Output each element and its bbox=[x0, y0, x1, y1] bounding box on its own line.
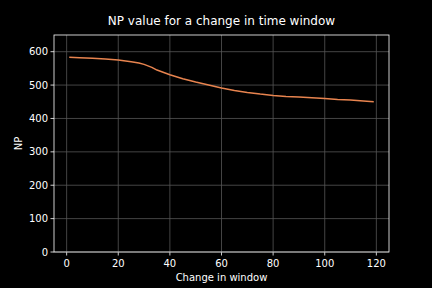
tick-label: 0 bbox=[63, 258, 69, 269]
tick-label: 0 bbox=[42, 247, 48, 258]
grid-line bbox=[54, 118, 389, 119]
grid-line bbox=[54, 85, 389, 86]
tick-label: 500 bbox=[29, 80, 48, 91]
tick bbox=[324, 252, 325, 256]
tick-label: 120 bbox=[367, 258, 386, 269]
grid-line bbox=[54, 185, 389, 186]
tick bbox=[51, 252, 55, 253]
grid-line bbox=[221, 35, 222, 252]
tick-label: 100 bbox=[29, 213, 48, 224]
grid-line bbox=[54, 151, 389, 152]
grid-line bbox=[118, 35, 119, 252]
frame bbox=[54, 35, 389, 252]
title: NP value for a change in time window bbox=[108, 14, 335, 28]
tick-label: 300 bbox=[29, 146, 48, 157]
tick-label: 200 bbox=[29, 180, 48, 191]
tick-label: 20 bbox=[112, 258, 125, 269]
tick-label: 100 bbox=[315, 258, 334, 269]
tick-label: 80 bbox=[267, 258, 280, 269]
plot-area bbox=[69, 57, 374, 101]
tick bbox=[51, 185, 55, 186]
tick bbox=[376, 252, 377, 256]
tick bbox=[51, 51, 55, 52]
tick-label: 400 bbox=[29, 113, 48, 124]
x-label: Change in window bbox=[176, 272, 268, 283]
tick-label: 60 bbox=[215, 258, 228, 269]
grid-line bbox=[54, 51, 389, 52]
y-label: NP bbox=[13, 137, 24, 151]
grid-line bbox=[376, 35, 377, 252]
tick bbox=[169, 252, 170, 256]
tick bbox=[221, 252, 222, 256]
chart: 0 20 40 60 80 100 120 0 100 200 300 400 500 600 NP val… bbox=[0, 0, 432, 288]
grid-line bbox=[324, 35, 325, 252]
tick bbox=[273, 252, 274, 256]
grid-line bbox=[54, 218, 389, 219]
tick bbox=[51, 218, 55, 219]
grid-line bbox=[66, 35, 67, 252]
tick-label: 600 bbox=[29, 46, 48, 57]
tick bbox=[118, 252, 119, 256]
grid-line bbox=[169, 35, 170, 252]
tick bbox=[51, 151, 55, 152]
tick bbox=[51, 118, 55, 119]
tick-label: 40 bbox=[164, 258, 177, 269]
grid-line bbox=[273, 35, 274, 252]
background bbox=[0, 0, 432, 288]
line bbox=[69, 57, 374, 101]
tick bbox=[51, 85, 55, 86]
tick bbox=[66, 252, 67, 256]
